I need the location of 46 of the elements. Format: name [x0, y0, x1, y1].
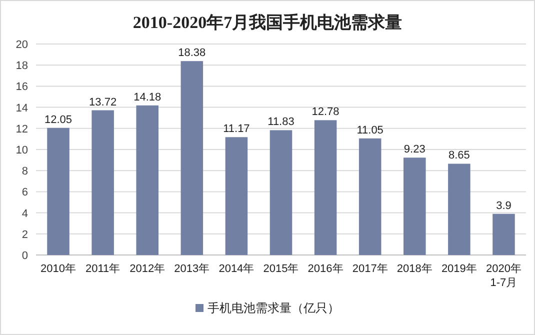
data-label: 14.18	[134, 91, 162, 104]
y-tick-label: 18	[16, 60, 28, 72]
x-tick-label: 2012年	[130, 263, 166, 275]
y-tick-label: 10	[16, 144, 28, 156]
y-tick-label: 0	[22, 250, 28, 262]
data-label: 12.78	[312, 106, 340, 118]
bar	[404, 158, 426, 255]
y-tick-label: 20	[16, 39, 28, 51]
data-label: 8.65	[448, 150, 470, 162]
x-tick-label: 2014年	[218, 263, 254, 275]
y-tick-label: 2	[22, 228, 28, 241]
data-label: 11.83	[268, 116, 294, 128]
data-label: 12.05	[44, 114, 72, 126]
y-tick-label: 6	[22, 186, 28, 199]
data-label: 18.38	[178, 47, 206, 60]
y-tick-label: 12	[16, 123, 28, 136]
bar	[358, 138, 382, 255]
x-tick-label: 2015年	[263, 263, 299, 275]
data-label: 11.17	[223, 123, 250, 136]
bar	[270, 130, 292, 255]
x-tick-label: 2010年	[40, 263, 76, 275]
legend-label: 手机电池需求量（亿只）	[208, 301, 340, 315]
data-label: 13.72	[89, 96, 117, 108]
x-tick-label: 2013年	[174, 263, 210, 275]
bar	[448, 164, 470, 255]
bar	[180, 61, 204, 255]
bar	[314, 120, 337, 255]
x-tick-label: 2017年	[352, 263, 388, 275]
bar	[225, 137, 248, 255]
x-tick-label: 2018年	[396, 263, 432, 275]
y-tick-label: 14	[16, 102, 28, 114]
bar	[136, 105, 158, 255]
y-tick-label: 16	[16, 81, 28, 94]
data-label: 11.05	[356, 124, 384, 136]
bar	[92, 110, 114, 255]
bar	[492, 214, 515, 255]
y-tick-label: 8	[22, 166, 28, 178]
data-label: 3.9	[496, 200, 512, 212]
x-tick-label: 2011年	[85, 263, 120, 275]
x-tick-label: 2020年1-7月	[486, 263, 522, 289]
bar	[47, 128, 70, 255]
x-tick-label: 2016年	[308, 263, 344, 275]
data-label: 9.23	[404, 144, 426, 156]
chart-title: 2010-2020年7月我国手机电池需求量	[132, 13, 402, 32]
x-tick-label: 2019年	[441, 263, 477, 275]
y-tick-label: 4	[22, 208, 28, 220]
